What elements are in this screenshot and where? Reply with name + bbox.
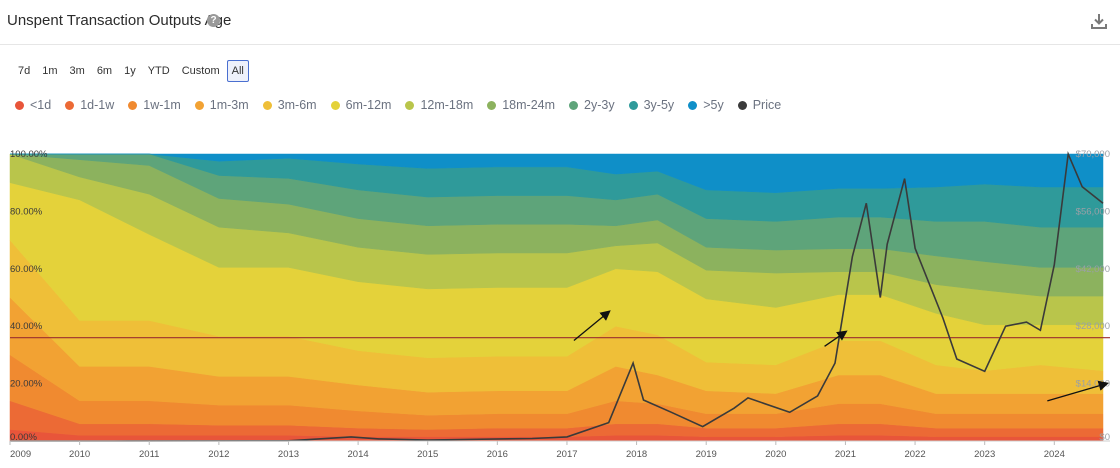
utxo-age-chart: 0.00% 20.00% 40.00% 60.00% 80.00% 100.00% $0 $1… xyxy=(9,149,1110,460)
legend-dot-icon xyxy=(194,100,204,110)
legend-dot-icon xyxy=(65,100,75,110)
chart-header: Unspent Transaction Outputs Age ? xyxy=(0,0,1120,45)
y-left-tick-label: 60.00% xyxy=(10,264,43,275)
legend-item[interactable]: 1d-1w xyxy=(65,98,114,112)
y-right-tick-label: $0 xyxy=(1099,432,1110,443)
legend-label: 3m-6m xyxy=(277,98,317,112)
x-tick-label: 2013 xyxy=(278,449,299,460)
legend-dot-icon xyxy=(15,100,24,110)
legend-label: <1d xyxy=(30,98,52,112)
range-button-7d[interactable]: 7d xyxy=(18,65,31,77)
legend-item[interactable]: 1w-1m xyxy=(128,98,181,112)
download-icon[interactable] xyxy=(1090,12,1108,30)
legend-dot-icon xyxy=(487,100,497,110)
legend-item[interactable]: 2y-3y xyxy=(569,98,615,112)
price-line xyxy=(10,150,1104,442)
legend-item[interactable]: Price xyxy=(737,98,782,112)
legend-item[interactable]: 12m-18m xyxy=(405,98,473,112)
legend-item[interactable]: 6m-12m xyxy=(330,98,392,112)
legend-label: Price xyxy=(752,98,782,112)
x-tick-label: 2018 xyxy=(626,449,647,460)
range-button-ytd[interactable]: YTD xyxy=(147,65,170,77)
annotation-arrow xyxy=(573,310,611,342)
y-right-tick-label: $42,000 xyxy=(1076,264,1110,275)
legend-item[interactable]: >5y xyxy=(688,98,724,112)
question-circle-icon[interactable]: ? xyxy=(207,14,220,27)
y-left-tick-label: 0.00% xyxy=(10,432,37,443)
x-tick-label: 2021 xyxy=(835,449,856,460)
chart-legend: <1d 1d-1w 1w-1m 1m-3m 3m-6m 6m-12m 12m-18m 18m-… xyxy=(15,96,795,114)
legend-label: 18m-24m xyxy=(502,98,556,112)
legend-item[interactable]: 18m-24m xyxy=(487,98,555,112)
x-tick-label: 2014 xyxy=(348,449,369,460)
legend-dot-icon xyxy=(330,100,340,110)
legend-label: 3y-5y xyxy=(643,98,675,112)
y-right-tick-label: $56,000 xyxy=(1076,206,1110,217)
y-right-tick-label: $28,000 xyxy=(1076,321,1110,332)
y-right-tick-label: $14,000 xyxy=(1076,379,1110,390)
legend-label: 1w-1m xyxy=(143,98,181,112)
range-button-custom[interactable]: Custom xyxy=(181,65,220,77)
x-tick-label: 2022 xyxy=(904,449,925,460)
range-button-1m[interactable]: 1m xyxy=(42,65,58,77)
legend-label: 12m-18m xyxy=(420,98,474,112)
legend-dot-icon xyxy=(628,100,638,110)
x-tick-label: 2017 xyxy=(556,449,577,460)
legend-label: 1d-1w xyxy=(80,98,115,112)
legend-label: 1m-3m xyxy=(209,98,249,112)
legend-item[interactable]: 3m-6m xyxy=(262,98,317,112)
x-tick-label: 2023 xyxy=(974,449,995,460)
legend-item[interactable]: 1m-3m xyxy=(194,98,249,112)
y-right-tick-label: $70,000 xyxy=(1076,149,1110,160)
x-tick-label: 2011 xyxy=(139,449,159,460)
range-button-3m[interactable]: 3m xyxy=(69,65,85,77)
legend-label: 6m-12m xyxy=(345,98,392,112)
x-tick-label: 2016 xyxy=(487,449,508,460)
x-tick-label: 2020 xyxy=(765,449,786,460)
legend-label: 2y-3y xyxy=(584,98,615,112)
annotation-arrow xyxy=(1047,380,1110,402)
legend-dot-icon xyxy=(128,100,138,110)
y-left-tick-label: 80.00% xyxy=(10,206,43,217)
range-button-all[interactable]: All xyxy=(226,60,249,82)
annotation-arrow xyxy=(824,330,848,347)
y-left-tick-label: 40.00% xyxy=(10,321,43,332)
x-tick-label: 2024 xyxy=(1044,449,1065,460)
x-tick-label: 2019 xyxy=(696,449,717,460)
legend-label: >5y xyxy=(703,98,724,112)
range-button-1y[interactable]: 1y xyxy=(124,65,136,77)
x-tick-label: 2009 xyxy=(10,449,31,460)
legend-dot-icon xyxy=(262,100,272,110)
x-tick-label: 2012 xyxy=(208,449,229,460)
time-range-selector: 7d 1m 3m 6m 1y YTD Custom All xyxy=(13,60,249,82)
x-tick-label: 2015 xyxy=(417,449,438,460)
area-series-11 xyxy=(10,153,1104,193)
range-button-6m[interactable]: 6m xyxy=(96,65,113,77)
chart-title: Unspent Transaction Outputs Age xyxy=(7,12,232,29)
y-left-tick-label: 20.00% xyxy=(10,379,43,390)
x-tick-label: 2010 xyxy=(69,449,90,460)
legend-dot-icon xyxy=(737,100,747,110)
legend-item[interactable]: <1d xyxy=(15,98,51,112)
legend-dot-icon xyxy=(688,100,698,110)
y-left-tick-label: 100.00% xyxy=(10,149,48,160)
legend-dot-icon xyxy=(405,100,415,110)
legend-item[interactable]: 3y-5y xyxy=(628,98,675,112)
legend-dot-icon xyxy=(569,100,579,110)
